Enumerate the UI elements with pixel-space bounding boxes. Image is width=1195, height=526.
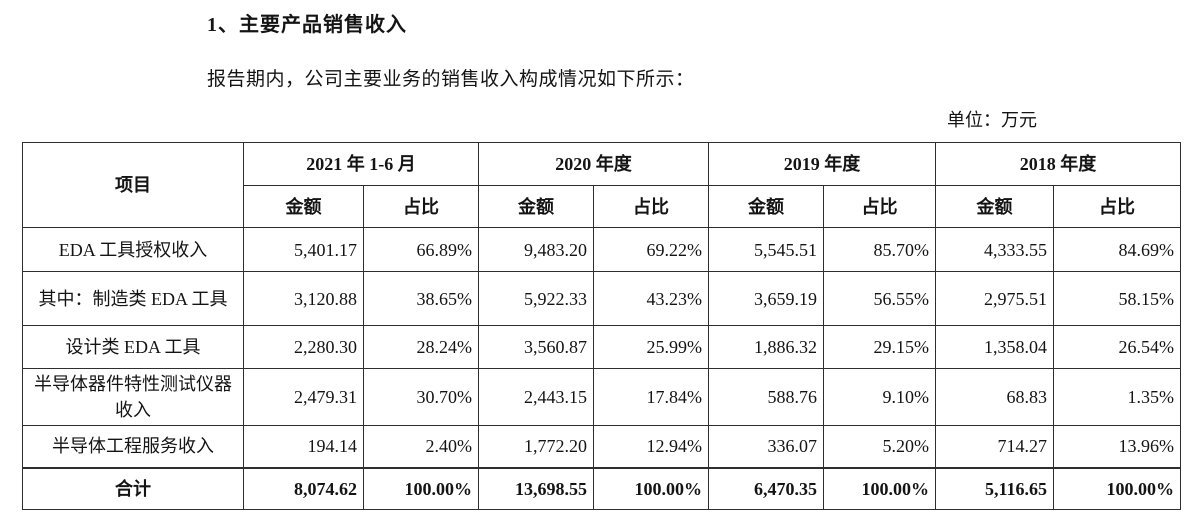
amount-cell: 9,483.20 [478, 227, 594, 272]
amount-cell: 5,545.51 [708, 227, 824, 272]
revenue-table: 项目 2021 年 1-6 月 2020 年度 2019 年度 2018 年度 … [22, 142, 1181, 510]
item-cell: 其中：制造类 EDA 工具 [22, 271, 244, 326]
ratio-cell: 29.15% [823, 325, 936, 369]
amount-cell: 2,443.15 [478, 368, 594, 426]
col-header-amount-2020: 金额 [478, 185, 594, 228]
amount-cell: 5,116.65 [935, 466, 1054, 510]
row-total: 合计 8,074.62 100.00% 13,698.55 100.00% 6,… [22, 466, 1181, 510]
ratio-cell: 69.22% [593, 227, 709, 272]
amount-cell: 3,120.88 [243, 271, 364, 326]
col-header-period-2021h1: 2021 年 1-6 月 [243, 142, 479, 186]
amount-cell: 4,333.55 [935, 227, 1054, 272]
amount-cell: 1,772.20 [478, 425, 594, 468]
item-cell: 合计 [22, 466, 244, 510]
ratio-cell: 30.70% [363, 368, 479, 426]
amount-cell: 336.07 [708, 425, 824, 468]
ratio-cell: 100.00% [593, 466, 709, 510]
unit-label: 单位：万元 [947, 110, 1037, 130]
amount-cell: 588.76 [708, 368, 824, 426]
ratio-cell: 2.40% [363, 425, 479, 468]
row-manufacturing-eda-tools: 其中：制造类 EDA 工具 3,120.88 38.65% 5,922.33 4… [22, 271, 1181, 326]
ratio-cell: 17.84% [593, 368, 709, 426]
ratio-cell: 100.00% [823, 466, 936, 510]
amount-cell: 2,280.30 [243, 325, 364, 369]
col-header-period-2018: 2018 年度 [935, 142, 1181, 186]
ratio-cell: 38.65% [363, 271, 479, 326]
amount-cell: 3,659.19 [708, 271, 824, 326]
ratio-cell: 25.99% [593, 325, 709, 369]
col-header-period-2020: 2020 年度 [478, 142, 709, 186]
col-header-amount-2021h1: 金额 [243, 185, 364, 228]
col-header-item: 项目 [22, 142, 244, 228]
amount-cell: 5,401.17 [243, 227, 364, 272]
header-row-periods: 项目 2021 年 1-6 月 2020 年度 2019 年度 2018 年度 [22, 142, 1181, 228]
amount-cell: 5,922.33 [478, 271, 594, 326]
amount-cell: 1,886.32 [708, 325, 824, 369]
ratio-cell: 12.94% [593, 425, 709, 468]
ratio-cell: 26.54% [1053, 325, 1181, 369]
ratio-cell: 100.00% [363, 466, 479, 510]
amount-cell: 3,560.87 [478, 325, 594, 369]
ratio-cell: 56.55% [823, 271, 936, 326]
ratio-cell: 66.89% [363, 227, 479, 272]
item-cell: 半导体工程服务收入 [22, 425, 244, 468]
ratio-cell: 9.10% [823, 368, 936, 426]
amount-cell: 2,479.31 [243, 368, 364, 426]
row-design-eda-tools: 设计类 EDA 工具 2,280.30 28.24% 3,560.87 25.9… [22, 325, 1181, 369]
col-header-ratio-2019: 占比 [823, 185, 936, 228]
row-eda-tools-license: EDA 工具授权收入 5,401.17 66.89% 9,483.20 69.2… [22, 227, 1181, 272]
ratio-cell: 13.96% [1053, 425, 1181, 468]
item-cell: 设计类 EDA 工具 [22, 325, 244, 369]
intro-paragraph: 报告期内，公司主要业务的销售收入构成情况如下所示： [207, 69, 695, 90]
ratio-cell: 43.23% [593, 271, 709, 326]
amount-cell: 2,975.51 [935, 271, 1054, 326]
ratio-cell: 100.00% [1053, 466, 1181, 510]
ratio-cell: 58.15% [1053, 271, 1181, 326]
row-semiconductor-engineering-service: 半导体工程服务收入 194.14 2.40% 1,772.20 12.94% 3… [22, 425, 1181, 468]
col-header-ratio-2021h1: 占比 [363, 185, 479, 228]
item-cell: 半导体器件特性测试仪器收入 [22, 368, 244, 426]
item-cell: EDA 工具授权收入 [22, 227, 244, 272]
amount-cell: 13,698.55 [478, 466, 594, 510]
row-semiconductor-test-instrument: 半导体器件特性测试仪器收入 2,479.31 30.70% 2,443.15 1… [22, 368, 1181, 426]
col-header-period-2019: 2019 年度 [708, 142, 936, 186]
ratio-cell: 28.24% [363, 325, 479, 369]
col-header-amount-2018: 金额 [935, 185, 1054, 228]
ratio-cell: 1.35% [1053, 368, 1181, 426]
ratio-cell: 85.70% [823, 227, 936, 272]
amount-cell: 68.83 [935, 368, 1054, 426]
amount-cell: 6,470.35 [708, 466, 824, 510]
amount-cell: 8,074.62 [243, 466, 364, 510]
header-row-measures: 金额 占比 金额 占比 金额 占比 金额 占比 [23, 185, 1181, 228]
col-header-amount-2019: 金额 [708, 185, 824, 228]
col-header-ratio-2018: 占比 [1053, 185, 1181, 228]
amount-cell: 194.14 [243, 425, 364, 468]
amount-cell: 1,358.04 [935, 325, 1054, 369]
amount-cell: 714.27 [935, 425, 1054, 468]
section-title: 1、主要产品销售收入 [207, 14, 407, 36]
ratio-cell: 84.69% [1053, 227, 1181, 272]
col-header-ratio-2020: 占比 [593, 185, 709, 228]
ratio-cell: 5.20% [823, 425, 936, 468]
